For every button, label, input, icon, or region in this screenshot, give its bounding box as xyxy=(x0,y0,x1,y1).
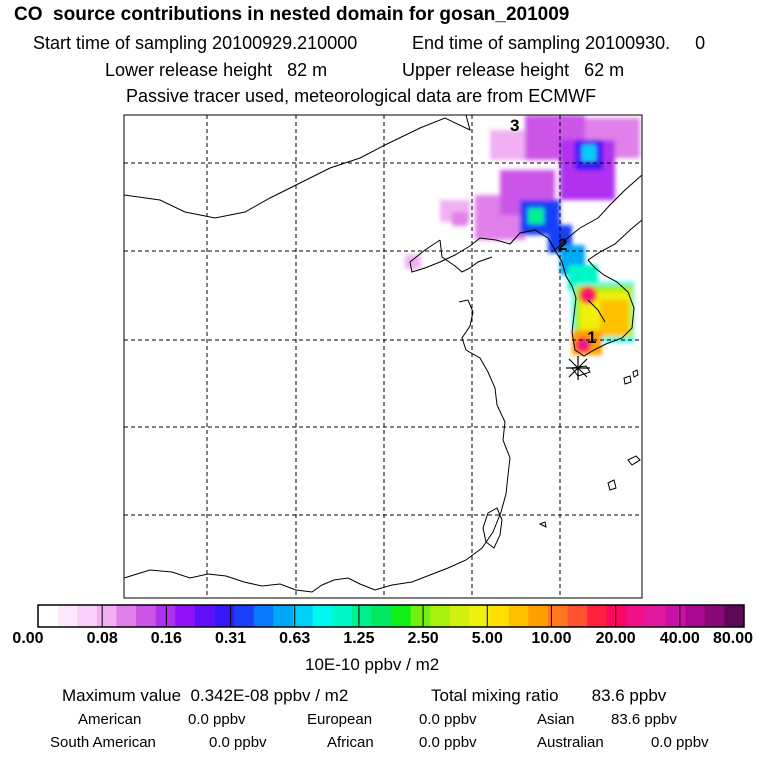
total-mixing-ratio: Total mixing ratio 83.6 ppbv xyxy=(431,686,667,705)
marker-1: 1 xyxy=(587,328,596,347)
colorbar-label: 80.00 xyxy=(712,630,754,647)
coastlines xyxy=(124,115,642,593)
region-south-american-name: South American xyxy=(50,734,156,751)
region-asian-name: Asian xyxy=(537,711,575,728)
colorbar-label: 0.31 xyxy=(214,630,247,647)
colorbar-label: 1.25 xyxy=(343,630,375,647)
region-american-name: American xyxy=(78,711,142,728)
colorbar-segment xyxy=(194,605,215,627)
colorbar-label: 0.00 xyxy=(12,630,44,647)
colorbar-segment xyxy=(253,605,274,627)
colorbar-segment xyxy=(665,605,686,627)
colorbar-label: 0.63 xyxy=(279,630,311,647)
region-australian-value: 0.0 ppbv xyxy=(651,734,709,751)
colorbar-segment xyxy=(57,605,78,627)
colorbar-unit: 10E-10 ppbv / m2 xyxy=(305,655,440,674)
colorbar-label: 10.00 xyxy=(531,630,572,647)
tracer-label: Passive tracer used, meteorological data… xyxy=(126,86,597,106)
colorbar-segment xyxy=(469,605,490,627)
colorbar-segment xyxy=(547,605,568,627)
colorbar-segment xyxy=(410,605,431,627)
colorbar-segment xyxy=(77,605,98,627)
colorbar-segment xyxy=(528,605,549,627)
colorbar-label: 0.16 xyxy=(150,630,182,647)
region-european-value: 0.0 ppbv xyxy=(419,711,477,728)
colorbar-segment xyxy=(273,605,294,627)
region-american-value: 0.0 ppbv xyxy=(188,711,246,728)
colorbar-segment xyxy=(292,605,314,627)
colorbar-segment xyxy=(175,605,196,627)
colorbar xyxy=(37,604,745,628)
colorbar-label: 2.50 xyxy=(407,630,439,647)
marker-2: 2 xyxy=(558,235,567,254)
colorbar-segment xyxy=(645,605,667,627)
colorbar-segment xyxy=(430,605,451,627)
colorbar-segment xyxy=(351,605,372,627)
colorbar-segment xyxy=(155,605,176,627)
colorbar-segment xyxy=(449,605,470,627)
marker-3: 3 xyxy=(510,116,519,135)
colorbar-segment xyxy=(626,605,647,627)
colorbar-segment xyxy=(685,605,706,627)
plot-title: CO source contributions in nested domain… xyxy=(14,4,570,25)
region-european-name: European xyxy=(307,711,373,728)
region-australian-name: Australian xyxy=(537,734,604,751)
start-time-label: Start time of sampling 20100929.210000 xyxy=(33,33,358,53)
max-value: Maximum value 0.342E-08 ppbv / m2 xyxy=(62,686,349,705)
colorbar-segment xyxy=(587,605,608,627)
map-frame xyxy=(123,114,643,599)
colorbar-segment xyxy=(332,605,353,627)
colorbar-segment xyxy=(116,605,137,627)
region-south-american-value: 0.0 ppbv xyxy=(209,734,267,751)
colorbar-segment xyxy=(391,605,412,627)
end-time-label: End time of sampling 20100930. 0 xyxy=(412,33,706,53)
colorbar-segment xyxy=(312,605,333,627)
colorbar-segment xyxy=(96,605,117,627)
colorbar-segment xyxy=(704,605,725,627)
station-star-marker xyxy=(566,356,590,380)
colorbar-segment xyxy=(371,605,392,627)
colorbar-segment xyxy=(136,605,157,627)
colorbar-label: 5.00 xyxy=(471,630,503,647)
colorbar-segment xyxy=(214,605,235,627)
colorbar-segment xyxy=(724,605,745,627)
graticule xyxy=(124,115,642,598)
colorbar-label: 0.08 xyxy=(86,630,118,647)
colorbar-frame xyxy=(37,604,745,628)
colorbar-segment xyxy=(38,605,59,627)
colorbar-label: 40.00 xyxy=(659,630,700,647)
colorbar-label: 20.00 xyxy=(595,630,636,647)
colorbar-segment xyxy=(508,605,529,627)
concentration-plume xyxy=(405,115,640,355)
region-asian-value: 83.6 ppbv xyxy=(611,711,677,728)
upper-height-label: Upper release height 62 m xyxy=(402,60,625,80)
lower-height-label: Lower release height 82 m xyxy=(105,60,328,80)
colorbar-segment xyxy=(234,605,255,627)
colorbar-segment xyxy=(567,605,588,627)
colorbar-segment xyxy=(606,605,627,627)
colorbar-segment xyxy=(489,605,510,627)
region-african-name: African xyxy=(327,734,374,751)
region-african-value: 0.0 ppbv xyxy=(419,734,477,751)
